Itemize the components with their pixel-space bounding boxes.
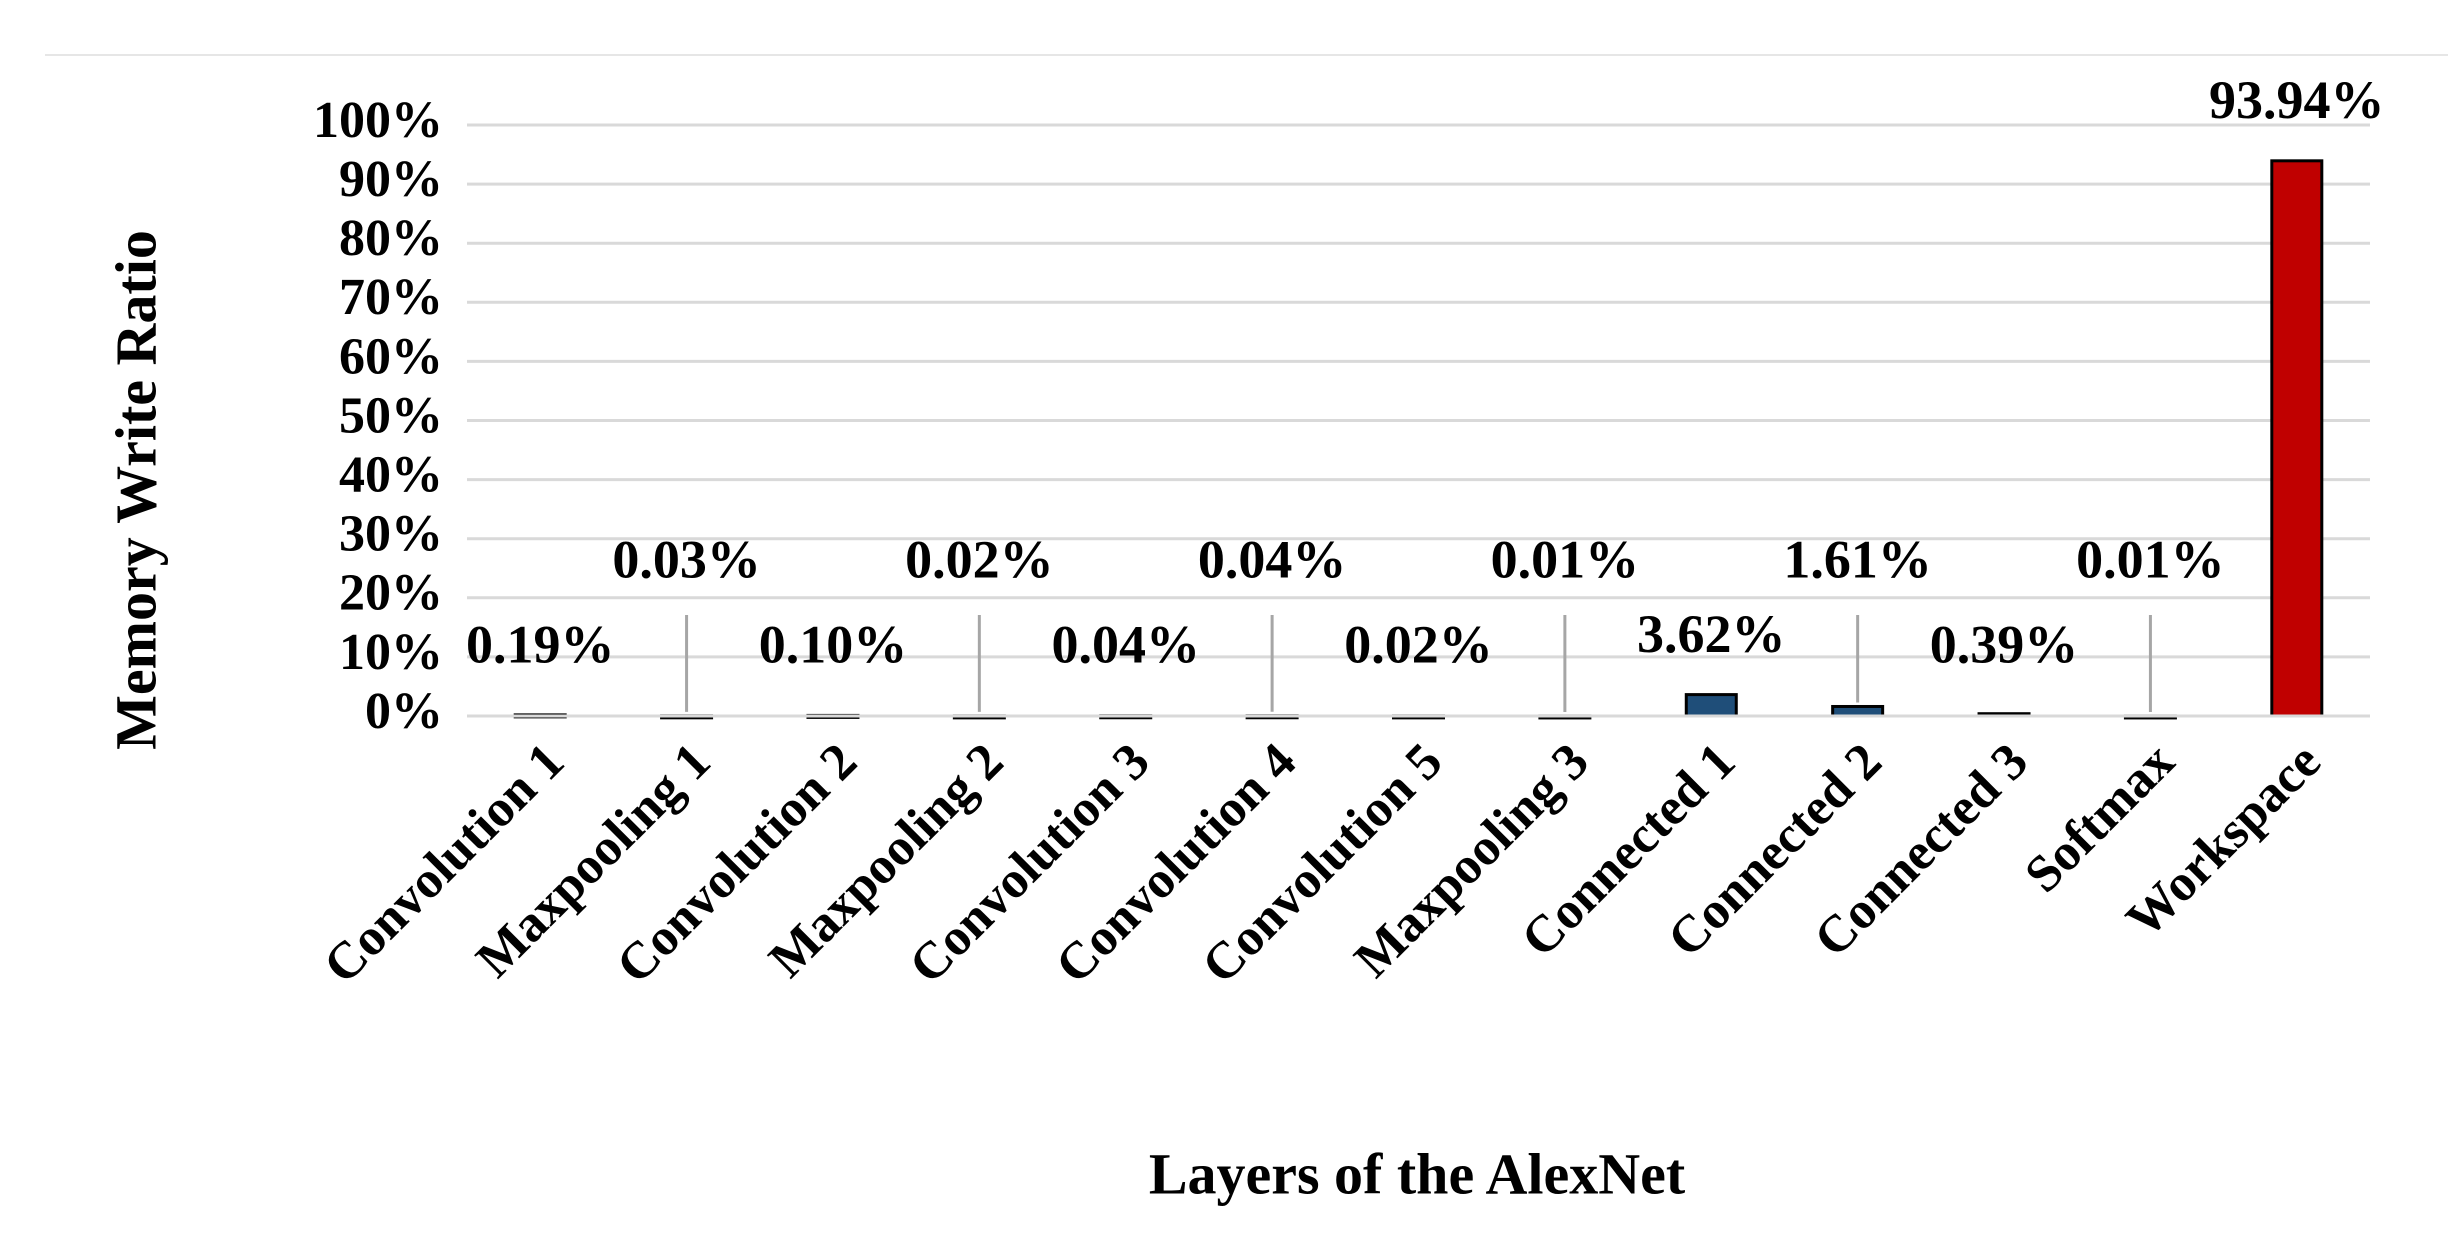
y-tick-label: 10% xyxy=(339,624,443,681)
data-label: 0.10% xyxy=(759,614,908,674)
y-tick-label: 100% xyxy=(313,92,443,149)
y-tick-label: 80% xyxy=(339,210,443,267)
bar xyxy=(2270,159,2324,718)
data-label: 0.02% xyxy=(1344,614,1493,674)
data-label: 0.03% xyxy=(612,529,761,589)
data-label: 0.02% xyxy=(905,529,1054,589)
data-label: 3.62% xyxy=(1637,604,1786,664)
y-tick-label: 90% xyxy=(339,151,443,208)
y-tick-label: 30% xyxy=(339,506,443,563)
data-label: 1.61% xyxy=(1783,529,1932,589)
data-label: 93.94% xyxy=(2209,70,2385,130)
y-tick-label: 60% xyxy=(339,328,443,385)
data-label: 0.04% xyxy=(1051,614,1200,674)
y-tick-label: 70% xyxy=(339,269,443,326)
y-tick-label: 50% xyxy=(339,387,443,444)
x-axis-title: Layers of the AlexNet xyxy=(1149,1141,1686,1206)
bar xyxy=(1684,693,1738,718)
data-label: 0.01% xyxy=(2076,529,2225,589)
data-label: 0.04% xyxy=(1198,529,1347,589)
y-tick-label: 20% xyxy=(339,565,443,622)
data-label: 0.01% xyxy=(1491,529,1640,589)
data-label: 0.19% xyxy=(466,614,615,674)
y-tick-label: 0% xyxy=(365,683,443,740)
data-label: 0.39% xyxy=(1930,614,2079,674)
y-axis-title: Memory Write Ratio xyxy=(103,230,168,750)
y-tick-label: 40% xyxy=(339,447,443,504)
